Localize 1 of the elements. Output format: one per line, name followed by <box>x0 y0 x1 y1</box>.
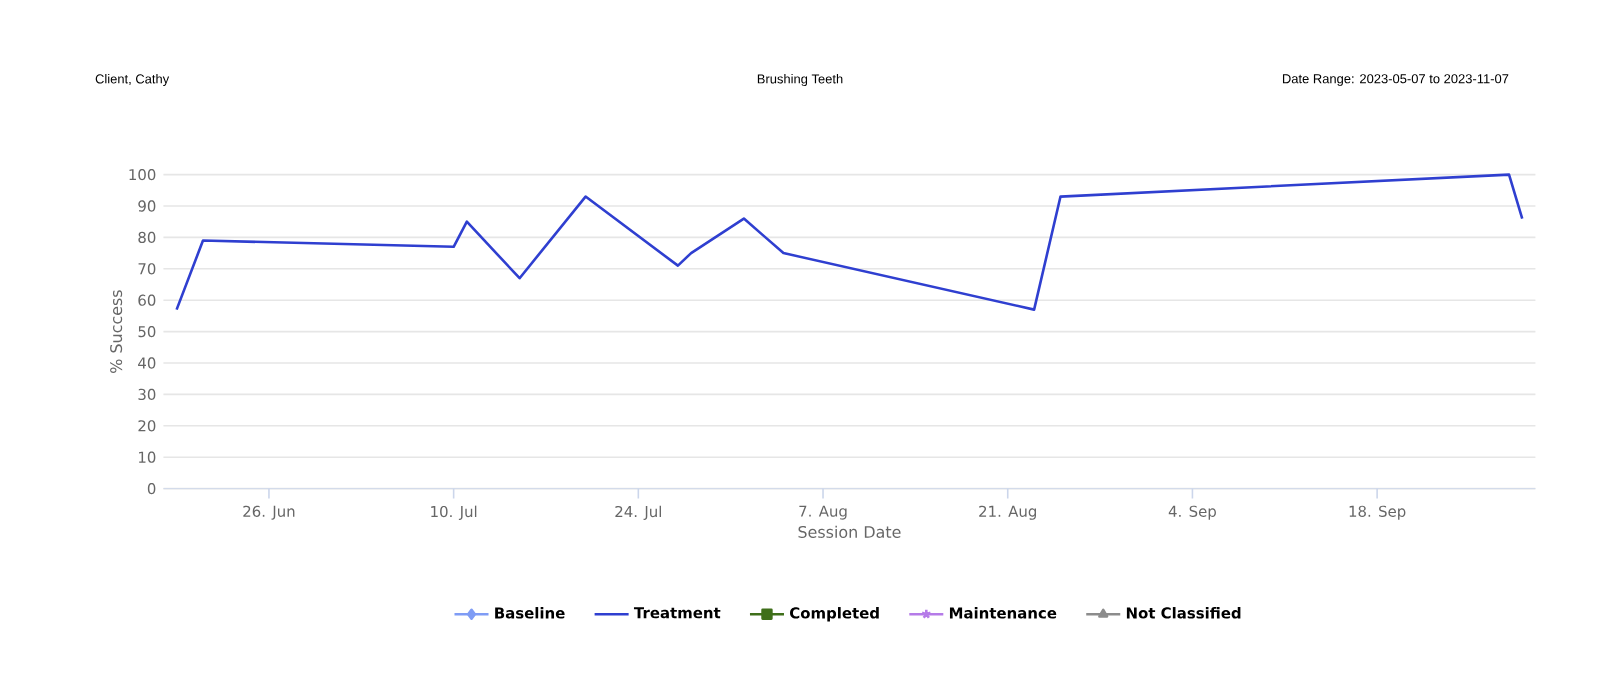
line-series <box>175 173 1524 311</box>
